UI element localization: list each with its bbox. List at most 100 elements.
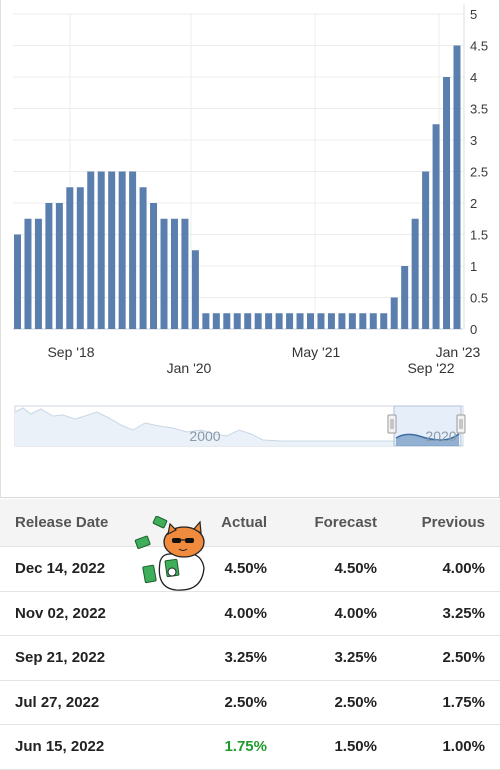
actual-cell: 4.50%: [224, 560, 267, 578]
bar: [129, 171, 137, 329]
rate-bar-chart[interactable]: 0 0.5 1 1.5 2 2.5 3 3.5 4 4.5 5 Sep '18 May '21 Jan '…: [1, 0, 500, 498]
bar: [118, 171, 126, 329]
y-tick-label: 5: [470, 7, 477, 22]
forecast-cell: 1.50%: [334, 738, 377, 756]
table-row[interactable]: Jun 15, 2022 1.75% 1.50% 1.00%: [0, 725, 500, 770]
bar: [139, 187, 147, 329]
bar: [223, 313, 231, 329]
bar: [422, 171, 430, 329]
bar: [202, 313, 210, 329]
actual-cell: 4.00%: [224, 604, 267, 622]
table-row[interactable]: Nov 02, 2022 4.00% 4.00% 3.25%: [0, 592, 500, 636]
y-tick-label: 2.5: [470, 165, 488, 180]
bar: [76, 187, 84, 329]
release-table: Release Date Actual Forecast Previous De…: [0, 499, 500, 770]
x-tick-label: Jan '20: [167, 360, 212, 376]
navigator-series-fill: [15, 408, 396, 446]
bar: [275, 313, 283, 329]
bar: [181, 218, 189, 329]
bar: [453, 45, 461, 329]
x-tick-label: Sep '18: [47, 344, 94, 360]
forecast-cell: 3.25%: [334, 649, 377, 667]
previous-cell: 1.00%: [442, 738, 485, 756]
release-date-cell: Nov 02, 2022: [15, 604, 106, 622]
bar: [14, 234, 21, 329]
actual-cell: 1.75%: [224, 738, 267, 756]
bar: [55, 203, 63, 329]
release-date-cell: Jul 27, 2022: [15, 693, 100, 711]
forecast-cell: 4.00%: [334, 604, 377, 622]
bar: [432, 124, 440, 329]
forecast-cell: 2.50%: [334, 693, 377, 711]
bar: [170, 218, 178, 329]
table-row[interactable]: Jul 27, 2022 2.50% 2.50% 1.75%: [0, 681, 500, 725]
bar: [87, 171, 95, 329]
navigator-selected-series: [396, 434, 459, 446]
navigator-left-handle[interactable]: [387, 414, 397, 434]
bar: [265, 313, 273, 329]
actual-cell: 2.50%: [224, 693, 267, 711]
bar: [348, 313, 356, 329]
bar: [307, 313, 314, 329]
release-date-cell: Jun 15, 2022: [15, 738, 105, 756]
bar: [191, 250, 199, 329]
previous-cell: 3.25%: [442, 604, 485, 622]
previous-cell: 2.50%: [442, 649, 485, 667]
bar: [254, 313, 262, 329]
x-tick-label: Jan '23: [436, 344, 481, 360]
header-release-date[interactable]: Release Date: [15, 514, 109, 531]
bar: [212, 313, 220, 329]
table-row[interactable]: Sep 21, 2022 3.25% 3.25% 2.50%: [0, 636, 500, 681]
y-tick-label: 1: [470, 259, 477, 274]
table-header-row: Release Date Actual Forecast Previous: [0, 499, 500, 547]
navigator-right-handle[interactable]: [456, 414, 466, 434]
bar: [317, 313, 325, 329]
navigator-series-line: [14, 407, 396, 442]
bar: [327, 313, 335, 329]
bar: [443, 77, 451, 329]
x-tick-label: Sep '22: [407, 360, 454, 376]
y-tick-label: 0.5: [470, 291, 488, 306]
x-tick-label: May '21: [292, 344, 341, 360]
y-tick-label: 2: [470, 196, 477, 211]
forecast-cell: 4.50%: [334, 560, 377, 578]
table-row[interactable]: Dec 14, 2022 4.50% 4.50% 4.00%: [0, 547, 500, 592]
bar: [359, 313, 367, 329]
bar: [369, 313, 377, 329]
bar: [244, 313, 252, 329]
bar: [338, 313, 346, 329]
y-tick-label: 0: [470, 322, 477, 337]
navigator-label: 2000: [189, 428, 220, 444]
bar: [401, 266, 409, 329]
y-tick-label: 1.5: [470, 228, 488, 243]
chart-panel: 0 0.5 1 1.5 2 2.5 3 3.5 4 4.5 5 Sep '18 May '21 Jan '…: [0, 0, 500, 498]
y-tick-label: 3.5: [470, 102, 488, 117]
bar: [286, 313, 294, 329]
release-date-cell: Sep 21, 2022: [15, 649, 106, 667]
bar: [150, 203, 158, 329]
header-actual[interactable]: Actual: [221, 514, 267, 531]
release-date-cell: Dec 14, 2022: [15, 560, 106, 578]
header-forecast[interactable]: Forecast: [314, 514, 377, 531]
bar: [160, 218, 168, 329]
mascot-cat-money-icon: [134, 516, 205, 591]
header-previous[interactable]: Previous: [421, 514, 485, 531]
navigator-label: 2020: [425, 428, 456, 444]
bar: [233, 313, 241, 329]
bar: [380, 313, 388, 329]
bar: [45, 203, 53, 329]
previous-cell: 1.75%: [442, 693, 485, 711]
navigator-selected-line: [395, 433, 460, 441]
previous-cell: 4.00%: [442, 560, 485, 578]
bar: [24, 218, 32, 329]
bar: [390, 297, 398, 329]
actual-cell: 3.25%: [224, 649, 267, 667]
bar: [97, 171, 105, 329]
table-body: Dec 14, 2022 4.50% 4.50% 4.00% Nov 02, 2022 4…: [0, 547, 500, 770]
y-tick-label: 4.5: [470, 39, 488, 54]
y-tick-label: 3: [470, 133, 477, 148]
bar: [411, 218, 419, 329]
bar: [296, 313, 304, 329]
y-tick-label: 4: [470, 70, 477, 85]
bar: [34, 218, 42, 329]
